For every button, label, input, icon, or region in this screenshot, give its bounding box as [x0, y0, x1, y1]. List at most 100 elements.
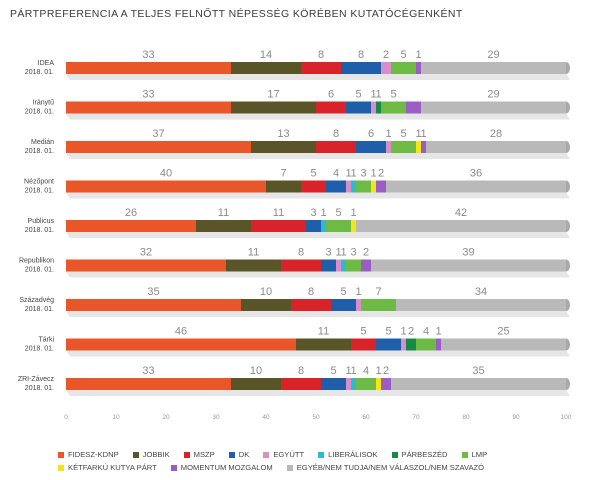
bar-segment-fidesz-kdnp [66, 141, 251, 153]
bar-segment-jobbik [266, 180, 301, 193]
bar-shadow [66, 311, 570, 317]
legend-item: EGYÜTT [263, 450, 304, 459]
chart-legend: FIDESZ-KDNP JOBBIK MSZP DK EGYÜTT LIBERÁLISOK… [58, 450, 598, 472]
bar-shadow [66, 232, 570, 238]
bar-shadow [66, 390, 570, 396]
bar-segment-momentum-mozgalom [376, 180, 386, 193]
bar-segment-dk [356, 141, 386, 153]
data-label: 1 [350, 207, 356, 219]
bar-segment-p-rbesz-d [406, 338, 416, 351]
bar-segment-egy-b-nem-tudja-nem-v-laszol-nem-szavaz- [441, 338, 566, 351]
legend-swatch [132, 451, 139, 458]
data-label: 4 [333, 168, 339, 180]
legend-swatch [228, 451, 235, 458]
bar-end-cap [566, 259, 570, 272]
bar-segment-dk [326, 180, 346, 193]
bar-segment-lmp [326, 220, 351, 232]
data-label: 5 [355, 89, 361, 101]
data-label: 1 [415, 128, 421, 140]
bar-segment-egy-tt [371, 101, 376, 114]
data-label: 1 [375, 365, 381, 377]
legend-item: KÉTFARKÚ KUTYA PÁRT [58, 463, 157, 472]
bar-end-cap [566, 338, 570, 351]
bar-segment-k-tfark-kutya-p-rt [416, 141, 421, 153]
category-label: Tárki [38, 337, 54, 344]
bar-segment-lmp [361, 299, 396, 311]
bar-end-cap [566, 299, 570, 311]
bar-segment-momentum-mozgalom [361, 259, 371, 272]
data-label: 7 [280, 168, 286, 180]
data-label: 1 [335, 247, 341, 259]
data-label: 33 [142, 89, 154, 101]
bar-segment-momentum-mozgalom [381, 378, 391, 390]
legend-swatch [58, 451, 64, 458]
data-label: 32 [140, 247, 152, 259]
legend-item: PÁRBESZÉD [391, 450, 448, 459]
x-tick-label: 20 [162, 414, 170, 421]
legend-item: MSZP [183, 450, 215, 459]
category-label: Republikon [19, 258, 54, 265]
data-label: 8 [318, 49, 324, 61]
data-label: 33 [142, 49, 154, 61]
data-label: 10 [250, 365, 262, 377]
data-label: 1 [350, 168, 356, 180]
legend-label: PÁRBESZÉD [401, 450, 448, 459]
data-label: 1 [340, 247, 346, 259]
data-label: 35 [147, 286, 159, 298]
data-label: 39 [462, 247, 474, 259]
category-label: ZRI-Závecz [18, 376, 55, 383]
data-label: 3 [350, 247, 356, 259]
data-label: 11 [218, 207, 229, 219]
bar-segment-egy-b-nem-tudja-nem-v-laszol-nem-szavaz- [421, 62, 566, 74]
bar-segment-egy-b-nem-tudja-nem-v-laszol-nem-szavaz- [371, 259, 566, 272]
bar-end-cap [566, 141, 570, 153]
bar-segment-jobbik [296, 338, 351, 351]
bar-segment-k-tfark-kutya-p-rt [351, 220, 356, 232]
legend-label: KÉTFARKÚ KUTYA PÁRT [68, 463, 157, 472]
bar-segment-jobbik [231, 62, 301, 74]
bar-end-cap [566, 220, 570, 232]
legend-swatch [286, 464, 293, 471]
data-label: 10 [260, 286, 272, 298]
data-label: 29 [487, 89, 499, 101]
bar-segment-mszp [251, 220, 306, 232]
bar-segment-lmp [391, 141, 416, 153]
x-tick-label: 50 [312, 414, 320, 421]
legend-item: LMP [461, 450, 488, 459]
data-label: 5 [330, 365, 336, 377]
bar-segment-mszp [291, 299, 331, 311]
category-date-label: 2018. 01. [25, 306, 54, 313]
bar-segment-egy-tt [386, 141, 391, 153]
bar-segment-liber-lisok [321, 220, 326, 232]
bar-segment-egy-tt [356, 299, 361, 311]
data-label: 34 [475, 286, 487, 298]
legend-item: FIDESZ-KDNP [58, 450, 119, 459]
bar-segment-mszp [281, 259, 321, 272]
bar-segment-jobbik [231, 378, 281, 390]
bar-segment-fidesz-kdnp [66, 62, 231, 74]
x-tick-label: 70 [412, 414, 420, 421]
bar-segment-egy-b-nem-tudja-nem-v-laszol-nem-szavaz- [421, 101, 566, 114]
legend-item: EGYÉB/NEM TUDJA/NEM VÁLASZOL/NEM SZAVAZÓ [286, 463, 484, 472]
legend-swatch [263, 451, 270, 458]
bar-segment-p-rbesz-d [376, 101, 381, 114]
legend-item: MOMENTUM MOZGALOM [170, 463, 273, 472]
data-label: 36 [470, 168, 482, 180]
data-label: 2 [383, 365, 389, 377]
bar-segment-fidesz-kdnp [66, 180, 266, 193]
data-label: 1 [345, 365, 351, 377]
category-date-label: 2018. 01. [25, 188, 54, 195]
data-label: 37 [152, 128, 164, 140]
category-date-label: 2018. 01. [25, 109, 54, 116]
data-label: 1 [345, 168, 351, 180]
data-label: 1 [375, 89, 381, 101]
bar-segment-mszp [316, 141, 356, 153]
bar-shadow [66, 74, 570, 80]
legend-item: DK [228, 450, 249, 459]
category-date-label: 2018. 01. [25, 346, 54, 353]
legend-item: JOBBIK [132, 450, 170, 459]
bar-segment-egy-b-nem-tudja-nem-v-laszol-nem-szavaz- [391, 378, 566, 390]
bar-segment-liber-lisok [351, 180, 356, 193]
legend-label: LMP [471, 450, 488, 459]
